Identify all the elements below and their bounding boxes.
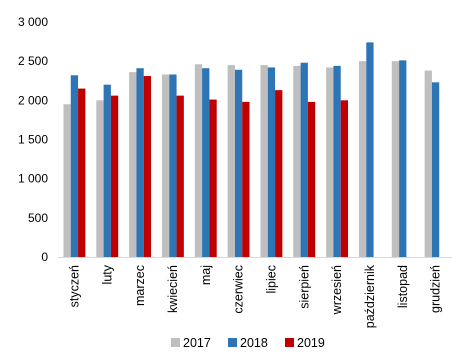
category-label: październik bbox=[363, 264, 377, 328]
bar-2017-4 bbox=[194, 64, 203, 257]
y-tick-label: 500 bbox=[28, 211, 48, 225]
legend-swatch-2017 bbox=[171, 338, 180, 347]
bar-2019-2 bbox=[143, 76, 152, 257]
bar-2017-5 bbox=[227, 65, 235, 257]
bar-2018-0 bbox=[70, 75, 79, 258]
bar-2017-10 bbox=[391, 61, 400, 257]
bar-2018-9 bbox=[366, 42, 374, 257]
bar-2017-8 bbox=[326, 67, 334, 257]
y-tick-label: 1 500 bbox=[18, 133, 48, 147]
category-label: lipiec bbox=[264, 265, 278, 294]
bar-2019-4 bbox=[209, 99, 217, 257]
category-label: styczeń bbox=[67, 265, 81, 307]
bar-2019-0 bbox=[78, 88, 86, 257]
bar-2018-11 bbox=[431, 82, 440, 257]
bar-2017-11 bbox=[424, 70, 432, 257]
y-tick-label: 1 000 bbox=[18, 172, 48, 186]
x-axis: styczeń luty marzec kwiecień maj czerwiec lipi… bbox=[58, 257, 452, 328]
bar-2019-1 bbox=[110, 95, 119, 257]
bar-2019-3 bbox=[176, 95, 184, 257]
legend: 2017 2018 2019 bbox=[171, 336, 325, 350]
category-label: czerwiec bbox=[232, 265, 246, 314]
bar-2018-4 bbox=[202, 68, 210, 257]
category-label: grudzień bbox=[429, 265, 443, 313]
legend-label-2018: 2018 bbox=[240, 336, 268, 350]
bar-2017-2 bbox=[129, 72, 137, 257]
bar-2018-3 bbox=[169, 74, 177, 257]
legend-label-2019: 2019 bbox=[297, 336, 325, 350]
bar-2019-8 bbox=[340, 100, 349, 257]
legend-label-2017: 2017 bbox=[183, 336, 211, 350]
y-tick-label: 0 bbox=[41, 250, 48, 264]
bars bbox=[63, 42, 440, 258]
bar-2017-7 bbox=[293, 65, 301, 257]
bar-2018-2 bbox=[136, 68, 144, 257]
bar-2019-7 bbox=[307, 101, 316, 258]
bar-2018-10 bbox=[399, 60, 407, 258]
y-tick-label: 2 000 bbox=[18, 93, 48, 107]
bar-2019-5 bbox=[242, 101, 250, 258]
category-label: maj bbox=[199, 265, 213, 285]
bar-2018-7 bbox=[300, 62, 308, 257]
legend-swatch-2018 bbox=[228, 338, 237, 347]
y-tick-label: 2 500 bbox=[18, 54, 48, 68]
bar-2018-1 bbox=[103, 84, 111, 258]
category-label: listopad bbox=[396, 265, 410, 308]
bar-2018-5 bbox=[234, 69, 243, 258]
category-label: kwiecień bbox=[166, 265, 180, 313]
bar-2018-6 bbox=[267, 67, 276, 257]
bar-2018-8 bbox=[333, 65, 341, 257]
legend-swatch-2019 bbox=[285, 338, 294, 347]
category-label: sierpień bbox=[297, 265, 311, 309]
category-label: luty bbox=[100, 264, 114, 284]
y-axis: 0 500 1 000 1 500 2 000 2 500 3 000 bbox=[18, 15, 48, 264]
bar-2017-1 bbox=[96, 100, 104, 257]
category-label: wrzesień bbox=[330, 265, 344, 315]
bar-2019-6 bbox=[275, 90, 283, 258]
bar-2017-3 bbox=[161, 74, 170, 257]
y-tick-label: 3 000 bbox=[18, 15, 48, 29]
bar-2017-6 bbox=[260, 65, 268, 257]
bar-2017-0 bbox=[63, 104, 71, 257]
bar-2017-9 bbox=[358, 61, 367, 257]
category-label: marzec bbox=[133, 265, 147, 306]
